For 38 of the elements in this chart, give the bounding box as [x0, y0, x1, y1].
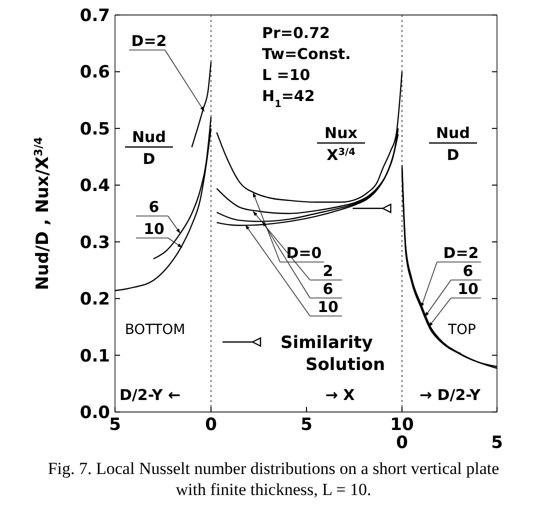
annotation: 10 — [144, 220, 164, 238]
annotation: X$^{3/4}$ — [326, 146, 356, 164]
x-tick-label: 5 — [300, 415, 312, 435]
annotation: Pr=0.72 Tw=Const. L =10 H$_{1}$=42 — [262, 24, 351, 110]
annotation: D — [142, 150, 156, 168]
x-tick-label: 10 — [390, 415, 414, 435]
y-tick-label: 0.0 — [80, 403, 110, 423]
annotation: 2 — [322, 262, 334, 280]
y-tick-label: 0.3 — [80, 232, 110, 253]
annotation: D — [446, 146, 460, 164]
annotation: D=2 — [443, 244, 479, 262]
x-tick-label: 0 — [205, 415, 218, 435]
annotation: D=0 — [286, 244, 322, 262]
annotation: D/2-Y ← — [119, 386, 181, 404]
annotation: 6 — [322, 280, 334, 298]
y-tick-label: 0.5 — [80, 119, 110, 140]
y-tick-label: 0.6 — [80, 62, 110, 83]
annotation: → X — [325, 386, 356, 404]
y-tick-label: 0.2 — [80, 290, 110, 310]
caption: Fig. 7. Local Nusselt number distributions on a short vertical plate with finite thickness, L = 10. — [48, 459, 500, 499]
annotation: TOP — [446, 322, 476, 338]
y-tick-label: 0.7 — [80, 6, 110, 26]
x-tick-label: 0 — [396, 433, 408, 453]
annotation: 6 — [462, 262, 474, 280]
y-tick-label: 0.4 — [80, 176, 110, 196]
legend-label: Similarity Solution — [280, 333, 386, 375]
annotation: 10 — [318, 298, 338, 316]
annotation: BOTTOM — [124, 322, 186, 338]
annotation: 10 — [458, 280, 478, 298]
annotation: Nux — [324, 124, 358, 142]
x-tick-label: 5 — [109, 415, 121, 435]
annotation: 6 — [148, 198, 160, 216]
x-tick-label: 5 — [491, 433, 503, 453]
annotation: D=2 — [131, 32, 167, 50]
annotation: Nud — [132, 128, 166, 146]
annotation: Nud — [436, 124, 470, 142]
y-tick-label: 0.1 — [80, 346, 110, 366]
annotation: → D/2-Y — [419, 386, 482, 404]
